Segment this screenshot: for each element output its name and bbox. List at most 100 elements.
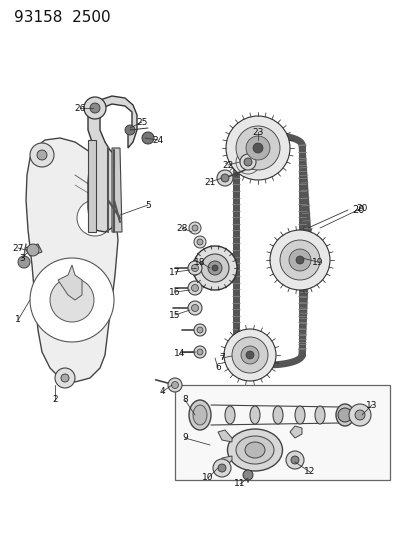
Circle shape — [30, 143, 54, 167]
Circle shape — [243, 158, 252, 166]
Circle shape — [235, 126, 279, 170]
Text: 17: 17 — [169, 268, 180, 277]
Text: 26: 26 — [74, 103, 85, 112]
Circle shape — [125, 125, 135, 135]
Circle shape — [27, 244, 39, 256]
Text: 19: 19 — [311, 257, 323, 266]
Polygon shape — [26, 138, 118, 382]
Circle shape — [225, 116, 289, 180]
Circle shape — [245, 351, 254, 359]
Circle shape — [194, 324, 206, 336]
Polygon shape — [175, 385, 389, 480]
Text: 18: 18 — [194, 257, 205, 266]
Text: 16: 16 — [169, 287, 180, 296]
Circle shape — [197, 327, 202, 333]
Polygon shape — [289, 426, 301, 438]
Polygon shape — [112, 148, 122, 232]
Text: 5: 5 — [145, 200, 150, 209]
Circle shape — [231, 337, 267, 373]
Text: 28: 28 — [176, 223, 187, 232]
Circle shape — [171, 382, 178, 389]
Circle shape — [197, 239, 202, 245]
Text: 14: 14 — [174, 349, 185, 358]
Text: 25: 25 — [136, 117, 147, 126]
Ellipse shape — [189, 400, 211, 430]
Circle shape — [194, 236, 206, 248]
Circle shape — [192, 225, 197, 231]
Text: 11: 11 — [234, 480, 245, 489]
Ellipse shape — [272, 406, 282, 424]
Ellipse shape — [224, 406, 235, 424]
Text: 2: 2 — [52, 395, 58, 405]
Circle shape — [337, 408, 351, 422]
Circle shape — [90, 103, 100, 113]
Circle shape — [211, 265, 218, 271]
Circle shape — [142, 132, 154, 144]
Polygon shape — [25, 244, 42, 256]
Circle shape — [192, 246, 236, 290]
Circle shape — [240, 346, 259, 364]
Circle shape — [221, 174, 228, 182]
Text: 24: 24 — [152, 135, 163, 144]
Circle shape — [223, 329, 275, 381]
Polygon shape — [88, 140, 96, 232]
Text: 13: 13 — [366, 400, 377, 409]
Ellipse shape — [235, 436, 273, 464]
Text: 7: 7 — [218, 353, 224, 362]
Circle shape — [242, 470, 252, 480]
Text: 27: 27 — [12, 244, 24, 253]
Ellipse shape — [314, 406, 324, 424]
Text: 20: 20 — [356, 204, 367, 213]
Text: 20: 20 — [351, 205, 363, 215]
Circle shape — [188, 301, 202, 315]
Circle shape — [37, 150, 47, 160]
Text: 9: 9 — [182, 433, 188, 442]
Circle shape — [218, 464, 225, 472]
Circle shape — [245, 136, 269, 160]
Ellipse shape — [249, 406, 259, 424]
Ellipse shape — [192, 405, 206, 425]
Circle shape — [191, 285, 198, 292]
Circle shape — [194, 346, 206, 358]
Text: 93158  2500: 93158 2500 — [14, 10, 110, 25]
Text: 15: 15 — [169, 311, 180, 319]
Circle shape — [18, 256, 30, 268]
Circle shape — [212, 459, 230, 477]
Circle shape — [207, 261, 221, 275]
Circle shape — [290, 456, 298, 464]
Circle shape — [240, 154, 255, 170]
Circle shape — [30, 258, 114, 342]
Circle shape — [288, 249, 310, 271]
Circle shape — [279, 240, 319, 280]
Circle shape — [252, 143, 262, 153]
Polygon shape — [218, 430, 231, 442]
Text: 6: 6 — [215, 364, 221, 373]
Polygon shape — [218, 456, 231, 468]
Circle shape — [61, 374, 69, 382]
Circle shape — [168, 378, 182, 392]
Text: 4: 4 — [159, 387, 164, 397]
Circle shape — [348, 404, 370, 426]
Circle shape — [354, 410, 364, 420]
Text: 23: 23 — [252, 127, 263, 136]
Text: 21: 21 — [204, 177, 215, 187]
Circle shape — [191, 304, 198, 311]
Text: 22: 22 — [222, 160, 233, 169]
Circle shape — [188, 281, 202, 295]
Ellipse shape — [335, 404, 353, 426]
Circle shape — [50, 278, 94, 322]
Circle shape — [188, 261, 202, 275]
Circle shape — [201, 254, 228, 282]
Text: 1: 1 — [15, 316, 21, 325]
Circle shape — [216, 170, 233, 186]
Circle shape — [285, 451, 303, 469]
Circle shape — [55, 368, 75, 388]
Ellipse shape — [244, 442, 264, 458]
Circle shape — [191, 264, 198, 271]
Ellipse shape — [227, 429, 282, 471]
Circle shape — [269, 230, 329, 290]
Circle shape — [189, 222, 201, 234]
Text: 12: 12 — [304, 467, 315, 477]
Text: 8: 8 — [182, 395, 188, 405]
Text: 10: 10 — [202, 473, 213, 482]
